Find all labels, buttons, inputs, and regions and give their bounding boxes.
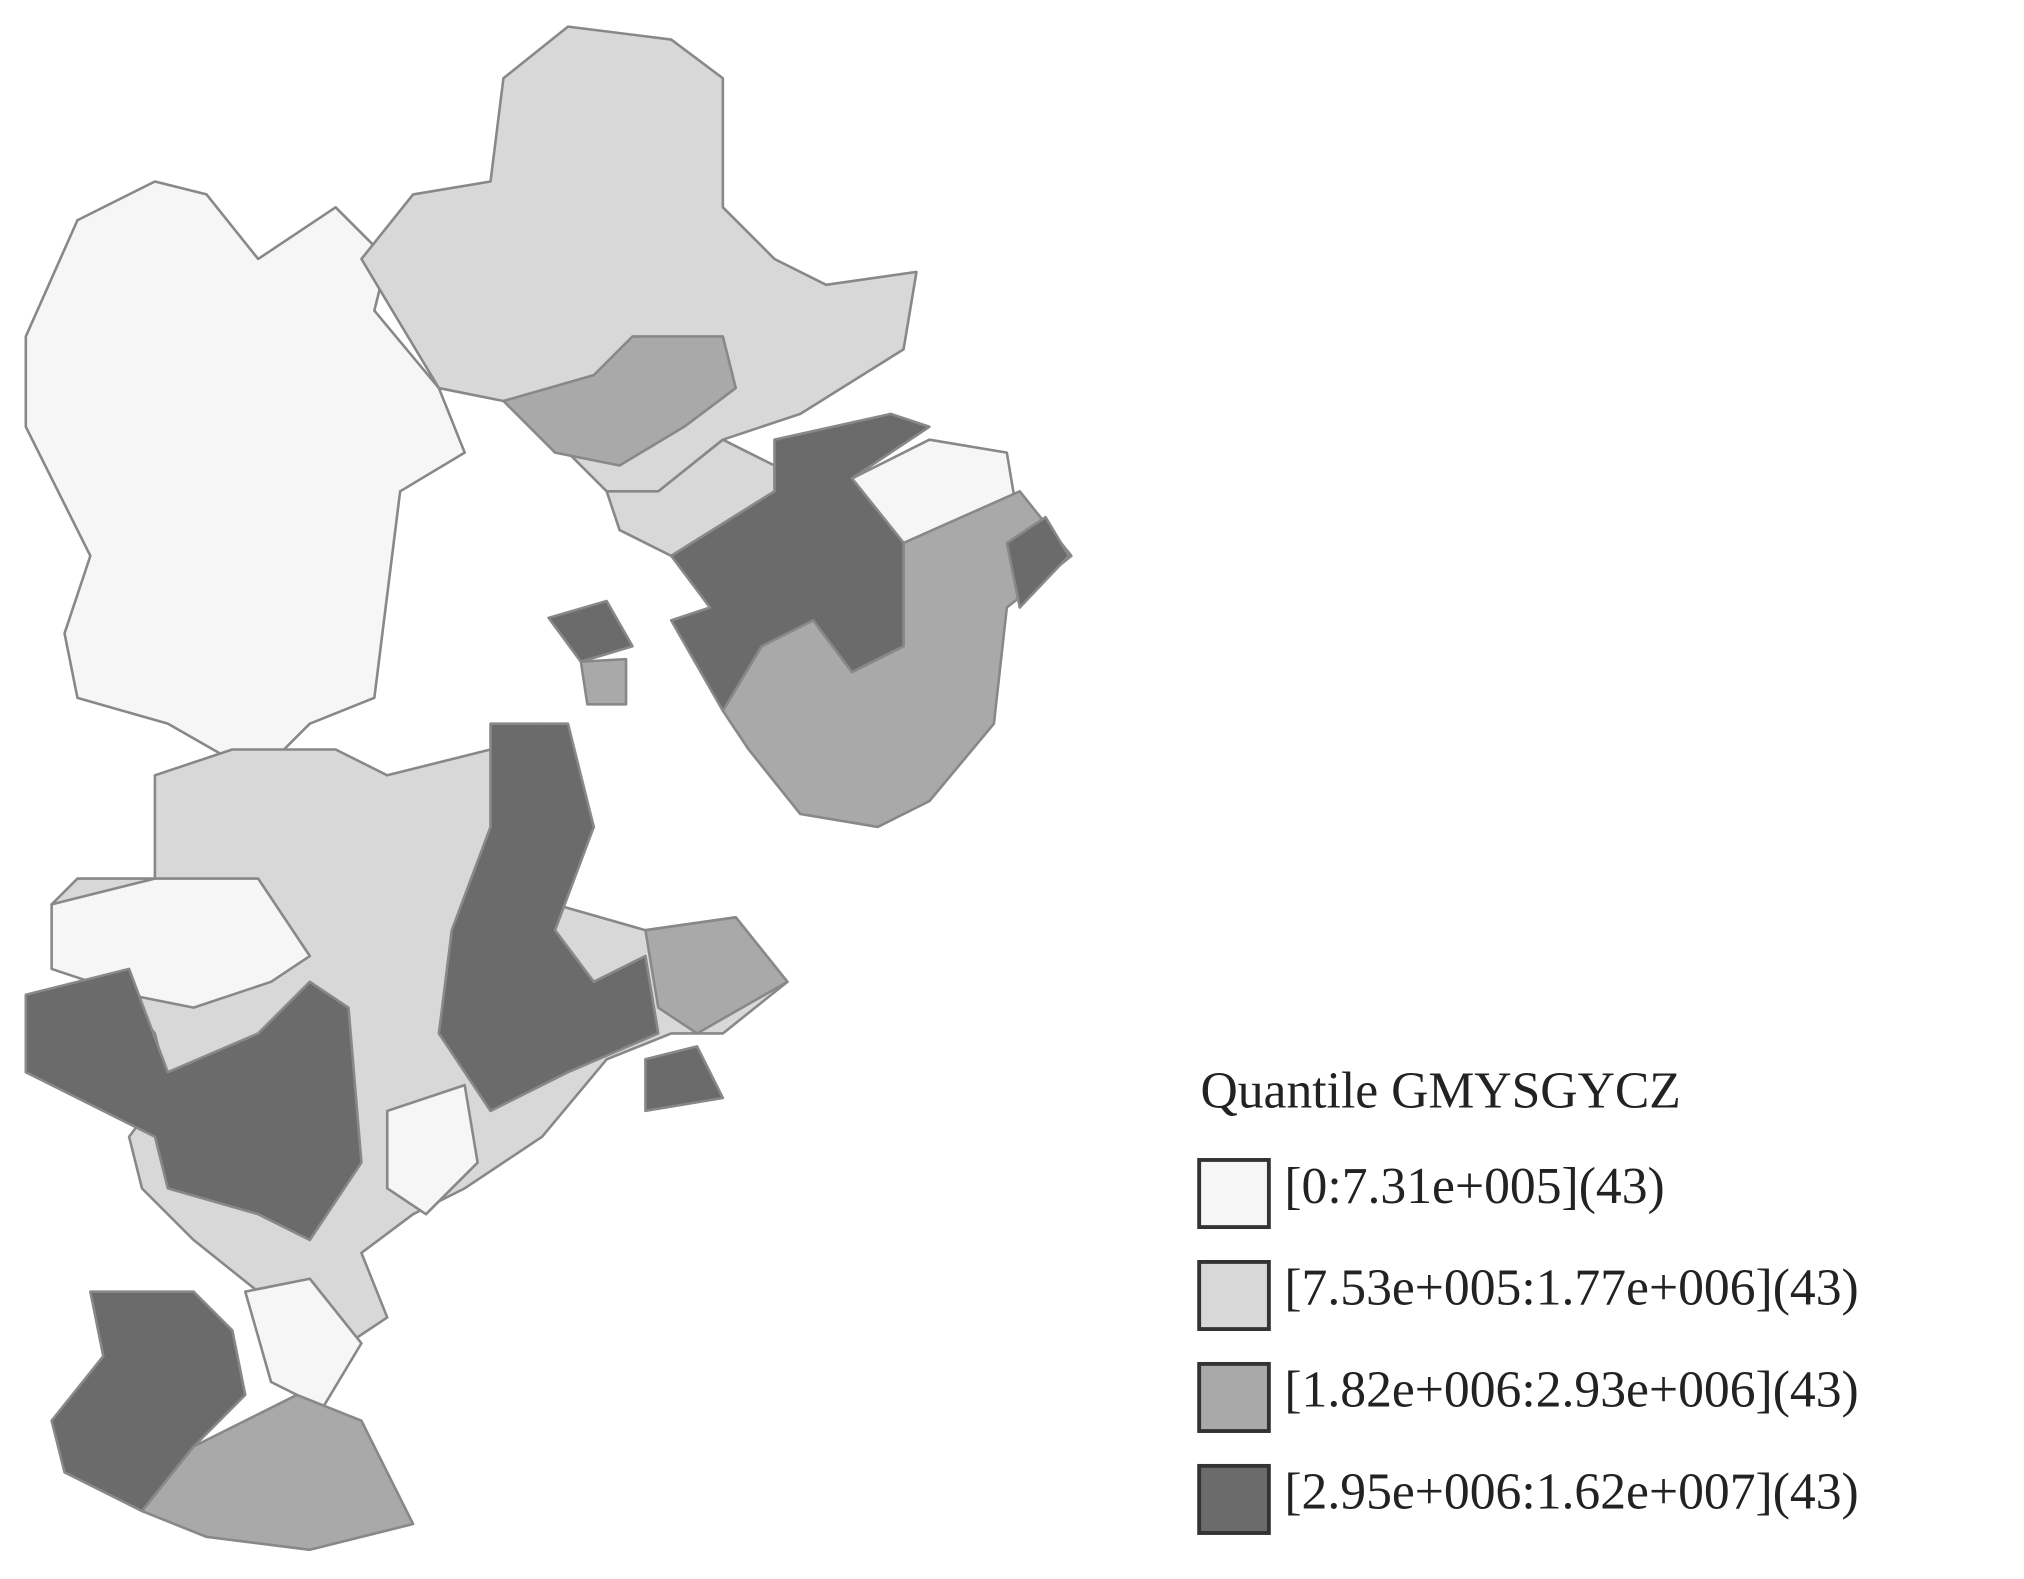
region <box>50 722 789 1371</box>
region <box>140 1393 415 1552</box>
region <box>243 1277 363 1410</box>
region <box>502 335 738 467</box>
legend-swatch <box>1197 1158 1271 1230</box>
region <box>1005 515 1071 609</box>
map-regions <box>24 25 1073 1552</box>
legend-label: [1.82e+006:2.93e+006](43) <box>1284 1362 1858 1419</box>
region <box>644 916 789 1035</box>
legend-label: [2.95e+006:1.62e+007](43) <box>1284 1464 1858 1521</box>
legend-swatch <box>1197 1463 1271 1535</box>
legend-label: [7.53e+005:1.77e+006](43) <box>1284 1260 1858 1317</box>
legend-label: [0:7.31e+005](43) <box>1284 1158 1664 1215</box>
legend: Quantile GMYSGYCZ [0:7.31e+005](43) [7.53… <box>1197 1062 1859 1535</box>
legend-swatch <box>1197 1361 1271 1433</box>
region <box>579 657 628 706</box>
region <box>24 967 363 1242</box>
region <box>547 599 634 663</box>
region <box>437 722 660 1113</box>
region <box>669 412 931 713</box>
region <box>385 1083 479 1216</box>
legend-title: Quantile GMYSGYCZ <box>1200 1062 1680 1119</box>
region <box>644 1045 725 1113</box>
region <box>24 180 466 777</box>
legend-swatch <box>1197 1260 1271 1331</box>
